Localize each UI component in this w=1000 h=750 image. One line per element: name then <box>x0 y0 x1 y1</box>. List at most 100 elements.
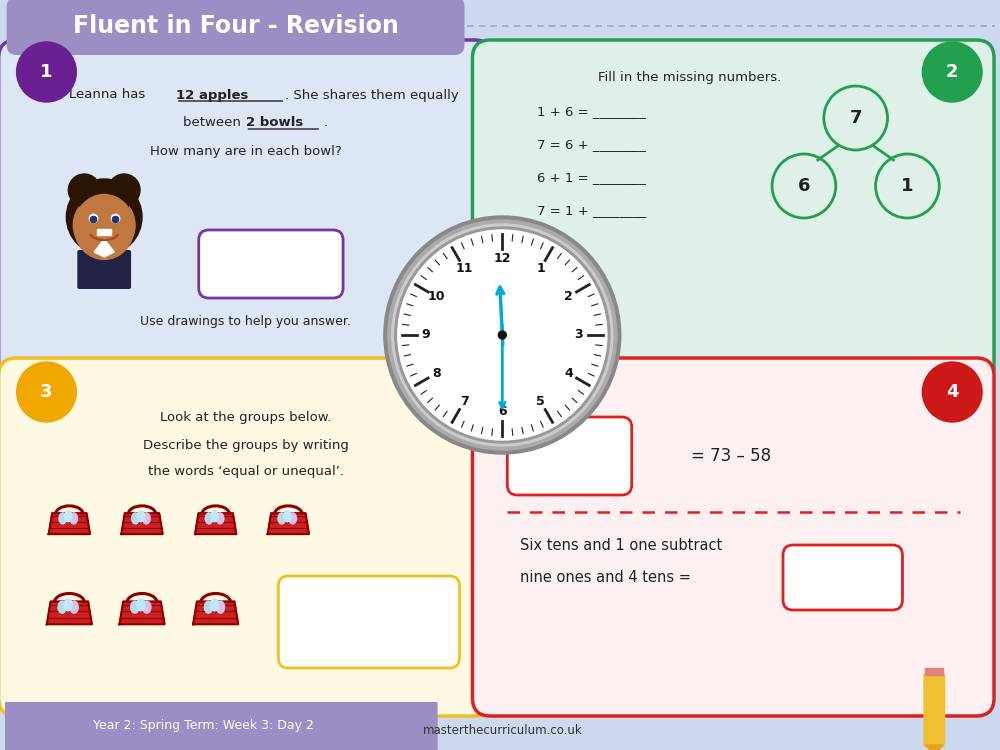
Ellipse shape <box>204 602 213 613</box>
FancyBboxPatch shape <box>472 40 994 386</box>
Circle shape <box>922 42 982 102</box>
Circle shape <box>922 362 982 422</box>
Text: 2: 2 <box>564 290 573 303</box>
Text: 9: 9 <box>422 328 430 341</box>
Circle shape <box>398 230 607 440</box>
Circle shape <box>17 42 76 102</box>
Text: Year 2: Spring Term: Week 3: Day 2: Year 2: Spring Term: Week 3: Day 2 <box>93 719 314 733</box>
FancyBboxPatch shape <box>472 358 994 716</box>
Text: 2 bowls: 2 bowls <box>246 116 303 130</box>
Text: 7 = 6 + ________: 7 = 6 + ________ <box>537 139 646 152</box>
Text: 5: 5 <box>536 395 545 408</box>
Ellipse shape <box>211 511 218 522</box>
Text: 1 + 6 = ________: 1 + 6 = ________ <box>537 106 646 118</box>
Polygon shape <box>94 239 114 257</box>
Text: 12 apples: 12 apples <box>176 88 248 101</box>
Text: 2: 2 <box>946 63 958 81</box>
Ellipse shape <box>210 599 219 611</box>
Circle shape <box>108 174 140 206</box>
Polygon shape <box>193 602 238 624</box>
FancyBboxPatch shape <box>0 358 492 716</box>
FancyBboxPatch shape <box>7 0 465 55</box>
Ellipse shape <box>70 513 78 524</box>
Circle shape <box>392 224 613 446</box>
Text: = 73 – 58: = 73 – 58 <box>691 447 772 465</box>
Polygon shape <box>47 602 92 624</box>
Ellipse shape <box>59 513 67 524</box>
Text: 1: 1 <box>40 63 53 81</box>
FancyBboxPatch shape <box>0 40 492 386</box>
Text: 6: 6 <box>798 177 810 195</box>
FancyBboxPatch shape <box>77 250 131 289</box>
Text: 4: 4 <box>946 383 958 401</box>
Ellipse shape <box>79 189 129 217</box>
Circle shape <box>68 174 100 206</box>
Circle shape <box>73 194 135 256</box>
FancyBboxPatch shape <box>5 702 438 750</box>
Text: Describe the groups by writing: Describe the groups by writing <box>143 439 348 452</box>
Polygon shape <box>925 745 943 750</box>
Text: Fill in the missing numbers.: Fill in the missing numbers. <box>598 71 781 85</box>
Ellipse shape <box>70 602 78 613</box>
Ellipse shape <box>74 194 134 260</box>
Circle shape <box>388 220 617 450</box>
Polygon shape <box>121 513 163 534</box>
Circle shape <box>876 154 939 218</box>
Ellipse shape <box>205 513 213 524</box>
Ellipse shape <box>131 602 139 613</box>
FancyBboxPatch shape <box>507 417 632 495</box>
Text: 1: 1 <box>901 177 914 195</box>
Text: 7: 7 <box>849 109 862 127</box>
Circle shape <box>395 227 610 443</box>
Text: Six tens and 1 one subtract: Six tens and 1 one subtract <box>520 538 722 553</box>
FancyBboxPatch shape <box>278 576 460 668</box>
Circle shape <box>384 216 621 454</box>
Text: 6 + 1 = ________: 6 + 1 = ________ <box>537 172 646 184</box>
Ellipse shape <box>216 513 224 524</box>
Ellipse shape <box>58 602 66 613</box>
Circle shape <box>824 86 888 150</box>
Ellipse shape <box>143 602 151 613</box>
Polygon shape <box>119 602 165 624</box>
Polygon shape <box>49 513 90 534</box>
Text: How many are in each bowl?: How many are in each bowl? <box>150 145 341 158</box>
Text: .: . <box>323 116 327 130</box>
Text: 12: 12 <box>494 252 511 265</box>
Ellipse shape <box>132 513 139 524</box>
Ellipse shape <box>283 511 291 522</box>
Ellipse shape <box>137 599 145 611</box>
Circle shape <box>772 154 836 218</box>
Text: masterthecurriculum.co.uk: masterthecurriculum.co.uk <box>422 724 582 736</box>
Text: 6: 6 <box>498 405 507 418</box>
Ellipse shape <box>64 511 72 522</box>
Ellipse shape <box>143 513 150 524</box>
Text: 3: 3 <box>40 383 53 401</box>
Text: Fluent in Four - Revision: Fluent in Four - Revision <box>73 14 399 38</box>
Polygon shape <box>268 513 309 534</box>
Text: Look at the groups below.: Look at the groups below. <box>160 410 331 424</box>
Text: 3: 3 <box>574 328 583 341</box>
Text: between: between <box>183 116 246 130</box>
Ellipse shape <box>137 511 145 522</box>
Text: 8: 8 <box>432 367 441 380</box>
Text: 7: 7 <box>460 395 469 408</box>
Ellipse shape <box>278 513 286 524</box>
Circle shape <box>17 362 76 422</box>
Ellipse shape <box>64 599 72 611</box>
Circle shape <box>66 179 142 255</box>
Text: 7 = 1 + ________: 7 = 1 + ________ <box>537 205 646 218</box>
Text: 10: 10 <box>428 290 445 303</box>
Polygon shape <box>97 229 111 235</box>
Text: Use drawings to help you answer.: Use drawings to help you answer. <box>140 316 351 328</box>
Polygon shape <box>195 513 236 534</box>
Ellipse shape <box>216 602 225 613</box>
Polygon shape <box>925 668 943 675</box>
FancyBboxPatch shape <box>783 545 902 610</box>
Text: 1: 1 <box>536 262 545 275</box>
Text: Leanna has: Leanna has <box>69 88 150 101</box>
FancyBboxPatch shape <box>199 230 343 298</box>
Ellipse shape <box>289 513 297 524</box>
Text: the words ‘equal or unequal’.: the words ‘equal or unequal’. <box>148 466 344 478</box>
Text: nine ones and 4 tens =: nine ones and 4 tens = <box>520 571 696 586</box>
FancyBboxPatch shape <box>923 673 945 747</box>
